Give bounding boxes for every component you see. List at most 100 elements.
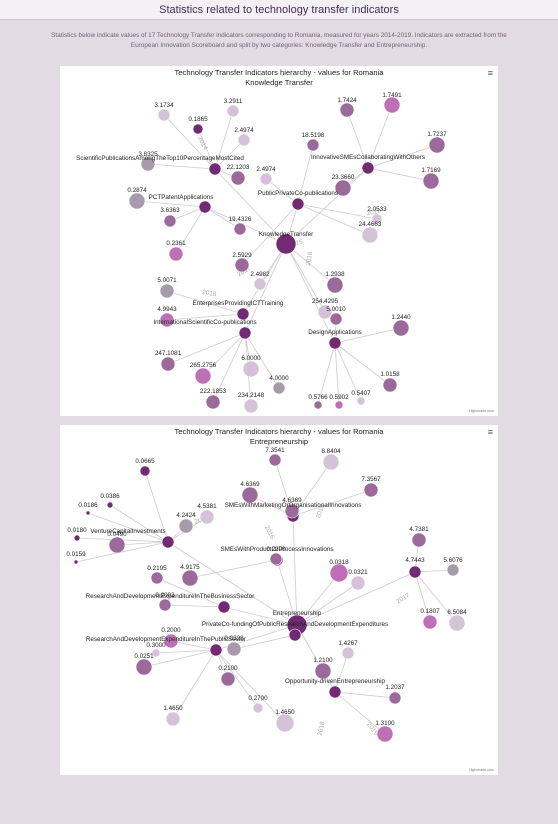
value-node[interactable] — [159, 283, 175, 299]
node-intl-sci[interactable] — [238, 326, 252, 340]
value-node[interactable] — [108, 536, 126, 554]
value-node[interactable] — [226, 641, 242, 657]
value-node[interactable] — [160, 356, 176, 372]
value-label: 0.0328 — [224, 635, 244, 642]
node-knowledge-transfer[interactable] — [275, 233, 297, 255]
value-node[interactable] — [151, 648, 161, 658]
node-pct[interactable] — [198, 200, 212, 214]
value-node[interactable] — [259, 172, 273, 186]
value-node[interactable] — [135, 658, 153, 676]
value-node[interactable] — [388, 691, 402, 705]
value-node[interactable] — [163, 214, 177, 228]
value-node[interactable] — [205, 394, 221, 410]
value-node[interactable] — [85, 510, 91, 516]
value-node[interactable] — [446, 563, 460, 577]
value-node[interactable] — [157, 108, 171, 122]
hamburger-menu-icon[interactable]: ≡ — [487, 427, 493, 437]
value-node[interactable] — [383, 96, 401, 114]
year-label: 2019 — [366, 208, 382, 217]
value-node[interactable] — [382, 377, 398, 393]
node-opportunity[interactable] — [328, 685, 342, 699]
value-node[interactable] — [363, 482, 379, 498]
value-node[interactable] — [139, 465, 151, 477]
value-node[interactable] — [73, 534, 81, 542]
value-node[interactable] — [371, 213, 383, 225]
value-node[interactable] — [411, 532, 427, 548]
value-node[interactable] — [165, 711, 181, 727]
value-node[interactable] — [234, 257, 250, 273]
value-node[interactable] — [73, 559, 79, 565]
value-node[interactable] — [334, 179, 352, 197]
value-node[interactable] — [163, 633, 179, 649]
value-node[interactable] — [272, 381, 286, 395]
value-node[interactable] — [339, 102, 355, 118]
value-node[interactable] — [181, 569, 199, 587]
node-innov-smes[interactable] — [361, 161, 375, 175]
value-node[interactable] — [428, 136, 446, 154]
value-node[interactable] — [350, 575, 366, 591]
value-node[interactable] — [106, 501, 114, 509]
value-node[interactable] — [326, 276, 344, 294]
value-node[interactable] — [230, 170, 246, 186]
value-label: 1.7237 — [427, 131, 447, 138]
value-node[interactable] — [226, 104, 240, 118]
value-node[interactable] — [422, 614, 438, 630]
node-design[interactable] — [328, 336, 342, 350]
credits-link[interactable]: Highcharts.com — [469, 768, 494, 772]
value-node[interactable] — [252, 702, 264, 714]
value-node[interactable] — [269, 552, 283, 566]
value-node[interactable] — [329, 563, 349, 583]
value-node[interactable] — [284, 503, 300, 519]
value-node[interactable] — [237, 133, 251, 147]
value-node[interactable] — [322, 453, 340, 471]
value-node[interactable] — [178, 518, 194, 534]
value-node[interactable] — [313, 400, 323, 410]
value-node[interactable] — [243, 398, 259, 414]
value-node[interactable] — [150, 571, 164, 585]
value-node[interactable] — [275, 713, 295, 733]
value-node[interactable] — [408, 565, 422, 579]
value-node[interactable] — [233, 222, 247, 236]
value-node[interactable] — [199, 509, 215, 525]
value-node[interactable] — [356, 396, 366, 406]
node-ict-training[interactable] — [236, 307, 250, 321]
value-label: 0.0251 — [134, 653, 154, 660]
value-node[interactable] — [220, 671, 236, 687]
credits-link[interactable]: Highcharts.com — [469, 409, 494, 413]
value-node[interactable] — [341, 646, 355, 660]
value-node[interactable] — [361, 226, 379, 244]
node-rd-business[interactable] — [217, 600, 231, 614]
value-node[interactable] — [168, 246, 184, 262]
value-node[interactable] — [159, 312, 175, 328]
node-private-cofunding[interactable] — [288, 628, 302, 642]
value-label: 19.4326 — [229, 216, 252, 223]
hamburger-menu-icon[interactable]: ≡ — [487, 68, 493, 78]
value-node[interactable] — [329, 312, 343, 326]
value-node[interactable] — [128, 192, 146, 210]
value-node[interactable] — [140, 156, 156, 172]
value-node[interactable] — [241, 486, 259, 504]
value-node[interactable] — [192, 123, 204, 135]
value-label: 4.7381 — [409, 526, 429, 533]
node-rd-public[interactable] — [209, 643, 223, 657]
value-node[interactable] — [194, 367, 212, 385]
value-label: 1.4267 — [338, 640, 358, 647]
value-node[interactable] — [253, 277, 267, 291]
value-node[interactable] — [422, 172, 440, 190]
value-node[interactable] — [334, 400, 344, 410]
indicator-label: Opportunity-drivenEntrepreneurship — [285, 678, 386, 685]
value-node[interactable] — [158, 598, 172, 612]
node-venture[interactable] — [161, 535, 175, 549]
value-node[interactable] — [314, 662, 332, 680]
network-link — [297, 144, 314, 205]
value-node[interactable] — [448, 614, 466, 632]
value-node[interactable] — [317, 304, 333, 320]
node-sci-pub[interactable] — [208, 162, 222, 176]
node-ppcp[interactable] — [291, 197, 305, 211]
labels-group: Entrepreneurship VentureCapitalInvestment… — [66, 447, 467, 727]
value-node[interactable] — [268, 453, 282, 467]
value-node[interactable] — [306, 138, 320, 152]
value-node[interactable] — [392, 319, 410, 337]
value-node[interactable] — [376, 725, 394, 743]
value-node[interactable] — [242, 360, 260, 378]
